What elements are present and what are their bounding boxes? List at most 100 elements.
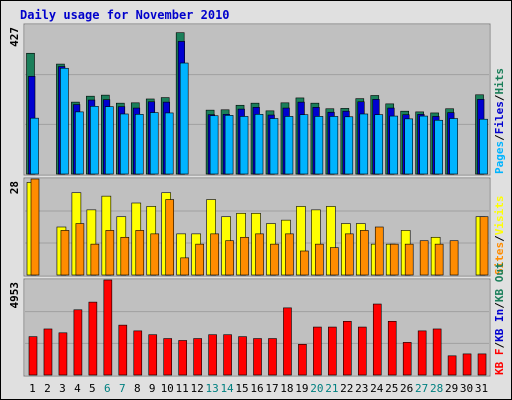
bottom-legend: KB F/KB In/KB Out: [493, 262, 506, 375]
top-bar-pages: [479, 118, 488, 175]
x-tick-label: 11: [176, 382, 189, 395]
x-tick-label: 17: [265, 382, 278, 395]
top-bar-pages: [449, 118, 458, 175]
top-legend: Pages/Files/Hits: [493, 68, 506, 174]
middle-bar-sites: [60, 230, 70, 276]
middle-bar-sites: [210, 233, 219, 276]
x-tick-label: 28: [430, 382, 443, 395]
top-bar-pages: [105, 106, 114, 175]
x-tick-label: 31: [475, 382, 488, 395]
bottom-bar-kb-f: [283, 307, 292, 376]
middle-bar-sites: [330, 247, 339, 276]
top-bar-pages: [389, 115, 399, 175]
bottom-bar-kb-f: [58, 332, 68, 376]
middle-bar-sites: [135, 230, 145, 276]
x-tick-label: 10: [161, 382, 174, 395]
top-bar-pages: [134, 114, 144, 175]
bottom-ymax-label: 4953: [8, 282, 21, 309]
x-tick-label: 19: [295, 382, 308, 395]
x-tick-label: 14: [220, 382, 234, 395]
top-bar-pages: [284, 116, 294, 175]
top-bar-pages: [239, 116, 249, 175]
x-tick-label: 24: [370, 382, 384, 395]
top-bar-pages: [359, 113, 369, 175]
bottom-bar-kb-f: [103, 279, 113, 376]
bottom-legend-entry: /: [493, 302, 506, 309]
bottom-legend-entry: KB In: [493, 309, 506, 342]
top-panel-border: [23, 23, 491, 176]
middle-bar-sites: [255, 233, 264, 276]
x-tick-label: 9: [149, 382, 156, 395]
x-tick-label: 21: [325, 382, 338, 395]
top-bar-pages: [329, 116, 339, 175]
bottom-legend-entry: /: [493, 342, 506, 349]
bottom-bar-kb-f: [432, 328, 442, 376]
top-legend-entry: Hits: [493, 68, 506, 95]
middle-legend-entry: Visits: [493, 196, 506, 236]
x-tick-label: 4: [74, 382, 81, 395]
bottom-bar-kb-f: [298, 344, 307, 376]
middle-bar-sites: [285, 233, 294, 276]
x-tick-label: 2: [44, 382, 51, 395]
bottom-bar-kb-f: [328, 326, 337, 376]
middle-panel-border: [23, 177, 491, 277]
x-tick-label: 26: [400, 382, 413, 395]
chart-title: Daily usage for November 2010: [20, 8, 230, 22]
top-bar-pages: [344, 116, 354, 175]
x-tick-label: 18: [280, 382, 293, 395]
x-tick-label: 29: [445, 382, 458, 395]
middle-bar-sites: [479, 216, 489, 276]
middle-bar-sites: [75, 223, 85, 276]
middle-bar-sites: [120, 236, 130, 276]
top-bar-pages: [419, 115, 428, 175]
middle-bar-sites: [359, 230, 369, 276]
x-tick-label: 1: [29, 382, 36, 395]
middle-bar-sites: [419, 240, 429, 276]
top-bar-pages: [254, 114, 264, 175]
middle-bar-sites: [240, 236, 249, 276]
bottom-bar-kb-f: [372, 303, 382, 376]
x-tick-label: 16: [250, 382, 263, 395]
bottom-legend-entry: KB F: [493, 349, 506, 376]
middle-bar-sites: [300, 250, 309, 276]
bottom-bar-kb-f: [193, 338, 202, 376]
top-legend-entry: /: [493, 94, 506, 101]
top-bar-pages: [434, 119, 443, 175]
bottom-bar-kb-f: [88, 301, 98, 376]
middle-bar-sites: [180, 257, 189, 276]
bottom-bar-kb-f: [402, 342, 412, 376]
middle-bar-sites: [105, 230, 115, 276]
bottom-bar-kb-f: [163, 338, 173, 376]
bottom-bar-kb-f: [268, 338, 277, 376]
bottom-bar-kb-f: [387, 320, 397, 376]
bottom-legend-entry: KB Out: [493, 262, 506, 302]
x-tick-label: 15: [235, 382, 248, 395]
x-tick-label: 20: [310, 382, 323, 395]
top-bar-pages: [30, 117, 39, 175]
bottom-bar-kb-f: [253, 338, 262, 376]
bottom-bar-kb-f: [133, 330, 143, 376]
bottom-panel-border: [23, 278, 491, 377]
middle-bar-sites: [404, 243, 414, 276]
top-bar-pages: [404, 118, 413, 175]
x-tick-label: 25: [385, 382, 398, 395]
top-bar-pages: [269, 118, 279, 175]
middle-bar-sites: [315, 243, 324, 276]
top-bar-pages: [314, 116, 324, 175]
top-bar-pages: [90, 106, 99, 175]
middle-bar-sites: [165, 199, 175, 276]
bottom-bar-kb-f: [73, 309, 83, 376]
middle-bar-sites: [449, 240, 459, 276]
x-tick-label: 12: [191, 382, 204, 395]
bottom-bar-kb-f: [43, 328, 53, 376]
top-bar-pages: [374, 114, 384, 175]
bottom-bar-kb-f: [223, 334, 232, 376]
middle-bar-sites: [270, 243, 279, 276]
middle-bar-sites: [30, 178, 40, 276]
top-legend-entry: Files: [493, 101, 506, 134]
x-tick-label: 27: [415, 382, 428, 395]
bottom-bar-kb-f: [477, 353, 487, 376]
middle-bar-sites: [150, 233, 160, 276]
top-bar-pages: [224, 115, 234, 175]
